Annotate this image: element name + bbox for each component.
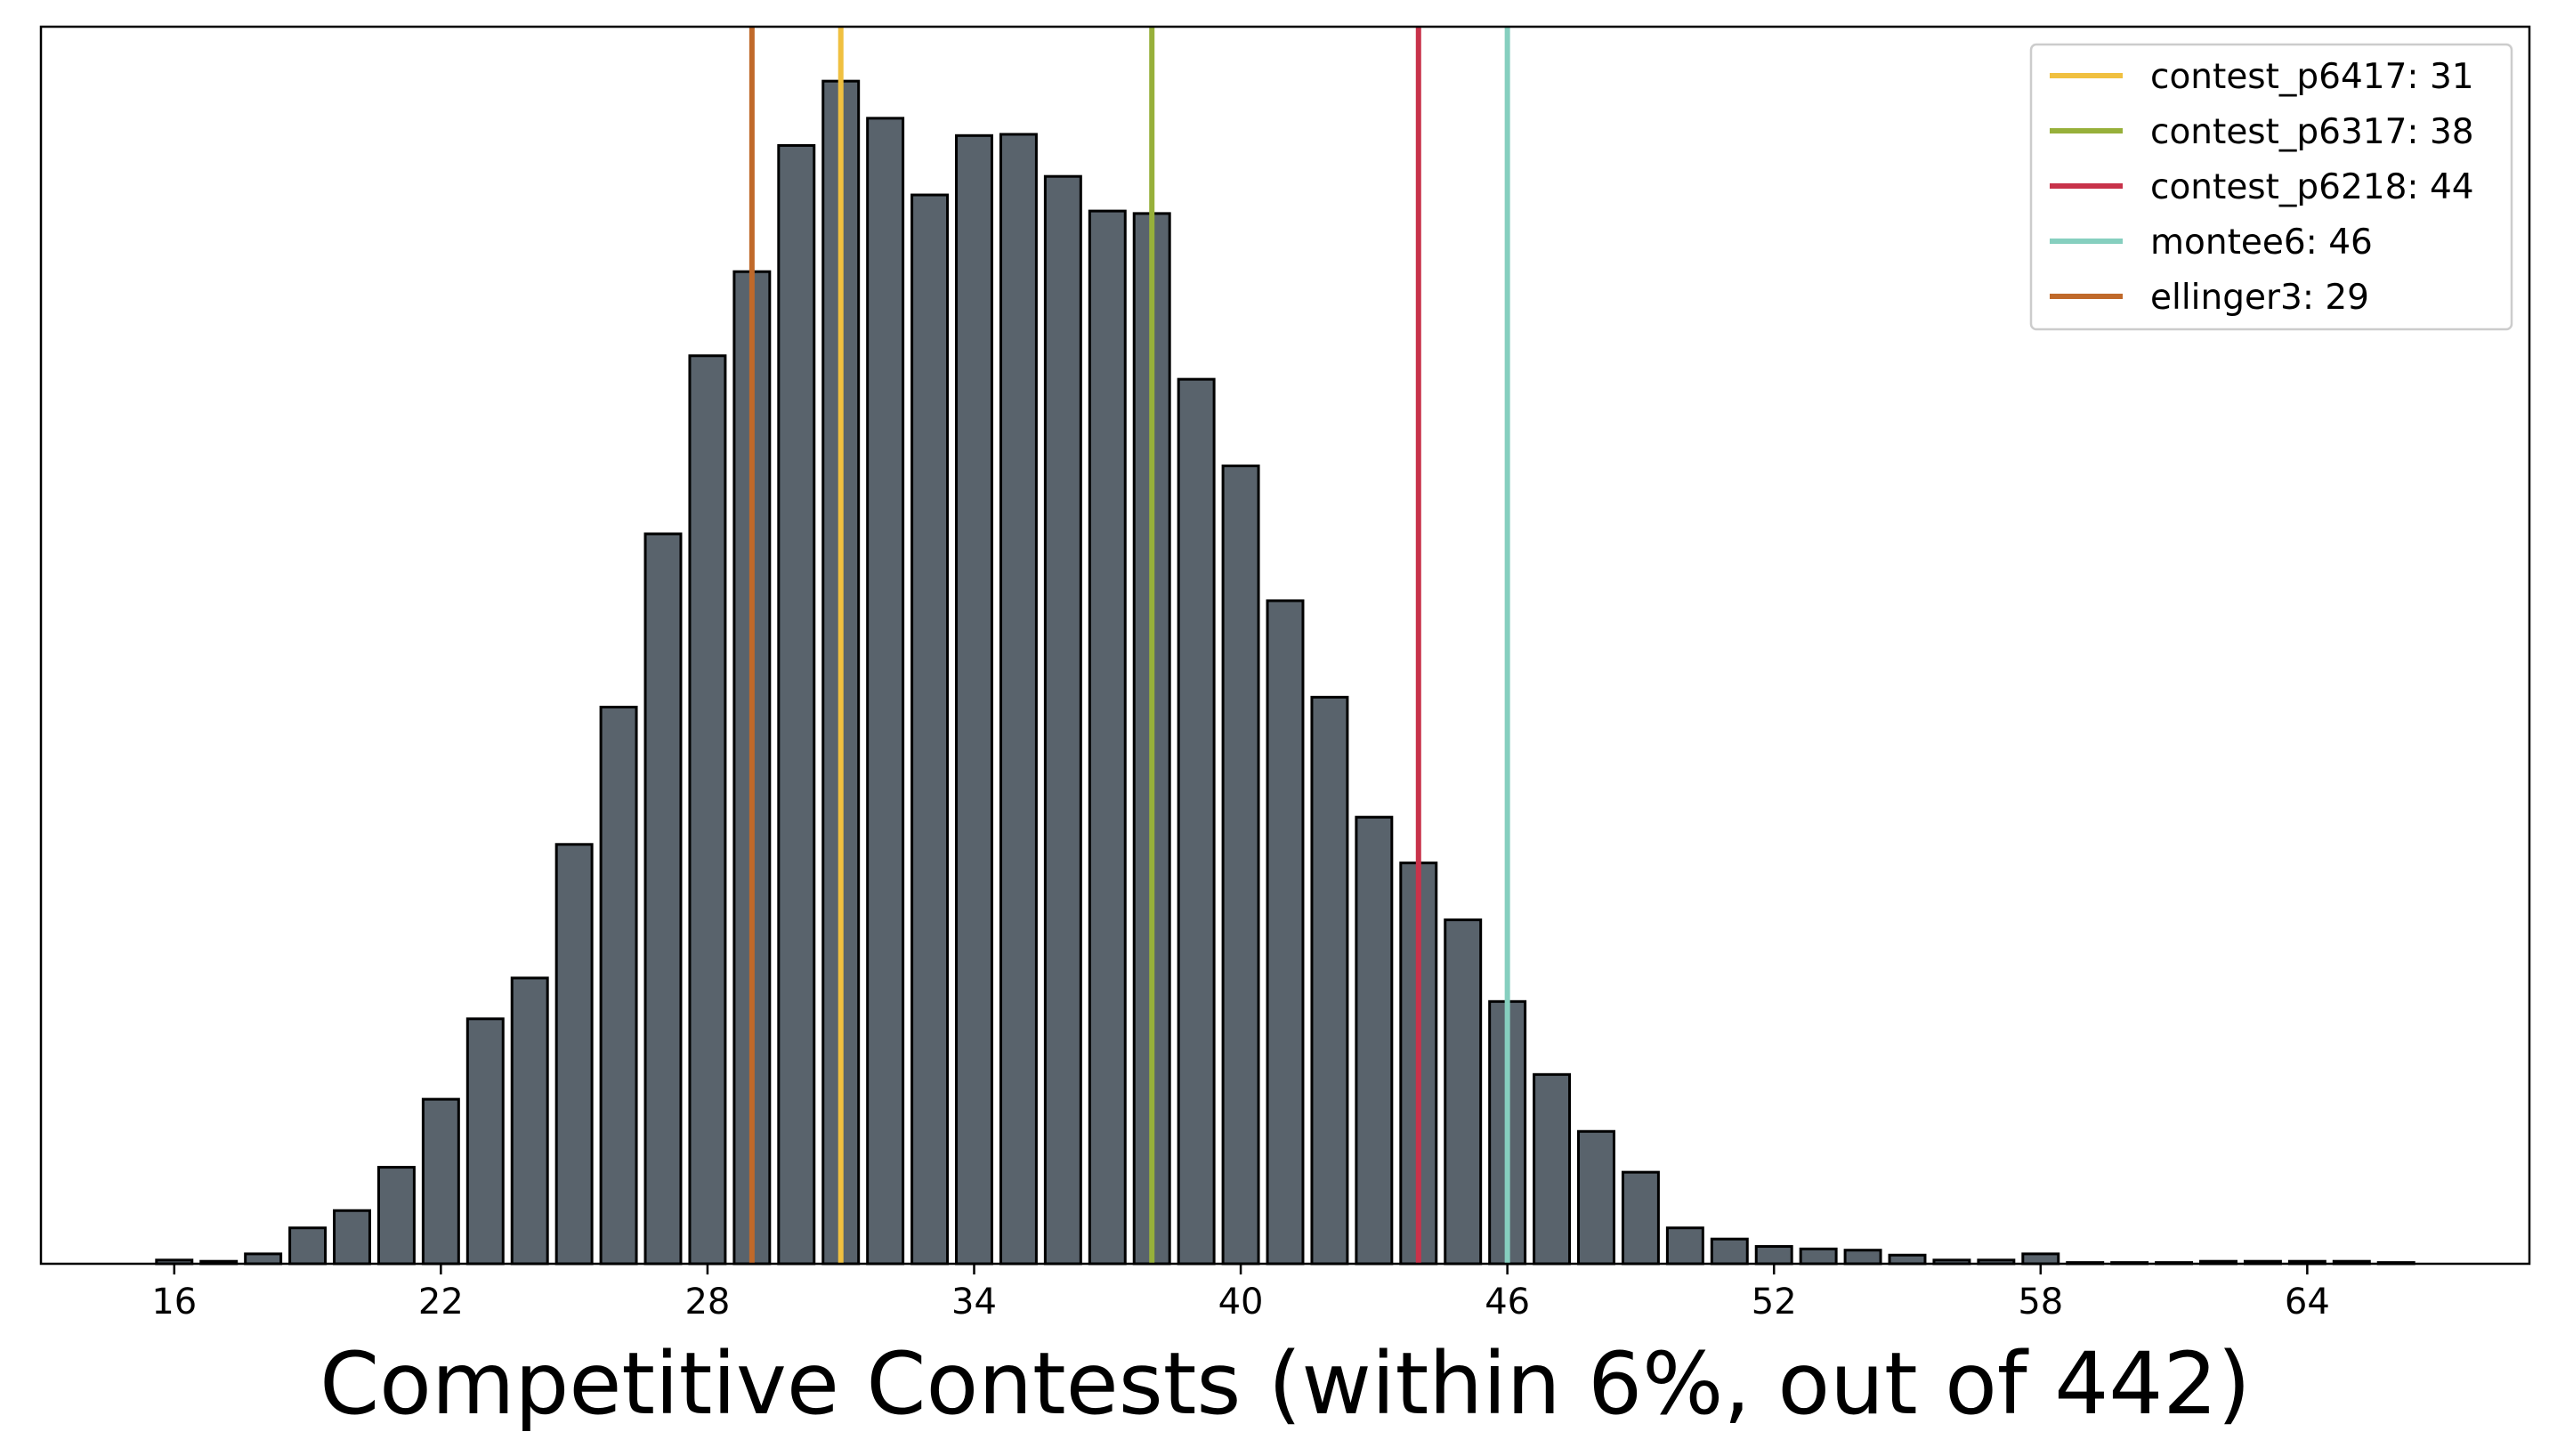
- bar: [866, 117, 905, 1266]
- bar: [999, 133, 1038, 1266]
- bar: [955, 133, 993, 1266]
- legend-box: [2029, 43, 2513, 331]
- bar: [1799, 1247, 1838, 1266]
- x-tick-label: 22: [418, 1282, 464, 1323]
- bar: [1088, 209, 1127, 1266]
- bar: [599, 706, 638, 1266]
- bar: [688, 354, 727, 1266]
- bar: [554, 843, 594, 1266]
- legend-label: contest_p6317: 38: [2150, 112, 2474, 152]
- bar: [333, 1209, 371, 1266]
- x-tick-label: 58: [2018, 1282, 2063, 1323]
- bar: [1444, 918, 1483, 1266]
- x-tick-label: 46: [1485, 1282, 1530, 1323]
- x-tick-label: 52: [1752, 1282, 1797, 1323]
- bar: [1710, 1237, 1749, 1266]
- x-tick-label: 28: [684, 1282, 730, 1323]
- bar: [2021, 1252, 2060, 1266]
- bar: [1310, 695, 1349, 1266]
- plot-frame: [39, 25, 2531, 1266]
- bar: [1266, 599, 1305, 1266]
- x-tick-label: 64: [2285, 1282, 2330, 1323]
- bar: [1577, 1129, 1615, 1266]
- bar: [643, 532, 683, 1266]
- bar: [1177, 377, 1216, 1266]
- bar: [1355, 815, 1394, 1266]
- bar: [1665, 1226, 1704, 1266]
- legend-label: montee6: 46: [2150, 222, 2373, 263]
- legend-label: contest_p6417: 31: [2150, 57, 2474, 97]
- bar: [1043, 174, 1082, 1266]
- bar: [1621, 1170, 1660, 1266]
- bar: [777, 143, 816, 1266]
- bar: [1533, 1072, 1572, 1266]
- bar: [1888, 1253, 1927, 1266]
- bar: [244, 1252, 283, 1266]
- bar: [421, 1097, 460, 1266]
- bar: [1754, 1245, 1793, 1266]
- x-axis-label: Competitive Contests (within 6%, out of …: [320, 1334, 2251, 1434]
- bar: [510, 976, 549, 1266]
- bar: [376, 1166, 416, 1266]
- bar: [910, 193, 950, 1266]
- legend-label: ellinger3: 29: [2150, 278, 2369, 318]
- bar: [1221, 464, 1260, 1266]
- bar: [288, 1226, 328, 1266]
- marker-lines: [749, 27, 1510, 1264]
- legend: contest_p6417: 31 contest_p6317: 38 contes…: [2029, 43, 2513, 331]
- bar: [1843, 1249, 1882, 1266]
- x-axis-ticks: 16 22 28 34 40 46 52 58 64: [151, 1264, 2330, 1323]
- x-tick-label: 40: [1218, 1282, 1264, 1323]
- x-tick-label: 16: [151, 1282, 197, 1323]
- x-tick-label: 34: [951, 1282, 997, 1323]
- legend-label: contest_p6218: 44: [2150, 167, 2474, 207]
- bar: [465, 1017, 505, 1266]
